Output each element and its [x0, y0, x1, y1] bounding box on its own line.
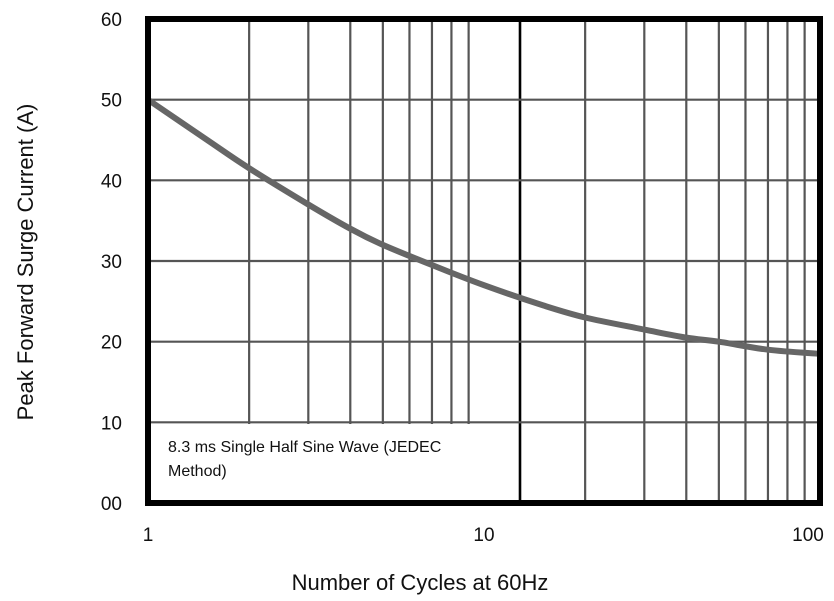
y-tick-label: 60: [101, 10, 122, 31]
note-box: [155, 424, 515, 502]
x-axis-title: Number of Cycles at 60Hz: [292, 570, 549, 595]
series-layer: [145, 96, 823, 357]
y-tick-label: 30: [101, 252, 122, 273]
y-tick-labels: 00 10 20 30 40 50 60: [101, 10, 122, 515]
note-line-2: Method): [168, 463, 227, 480]
x-tick-label: 100: [792, 525, 824, 546]
plot-frame: [145, 16, 823, 506]
note-line-1: 8.3 ms Single Half Sine Wave (JEDEC: [168, 439, 441, 456]
y-tick-label: 40: [101, 171, 122, 192]
y-tick-label: 20: [101, 333, 122, 354]
y-tick-label: 10: [101, 413, 122, 434]
y-tick-label: 00: [101, 494, 122, 515]
grid-lines: [148, 19, 820, 503]
y-tick-label: 50: [101, 91, 122, 112]
x-tick-labels: 1 10 100: [143, 525, 824, 546]
y-axis-title: Peak Forward Surge Current (A): [13, 104, 38, 421]
x-tick-label: 1: [143, 525, 154, 546]
x-tick-label: 10: [473, 525, 494, 546]
series-line: [145, 96, 823, 357]
